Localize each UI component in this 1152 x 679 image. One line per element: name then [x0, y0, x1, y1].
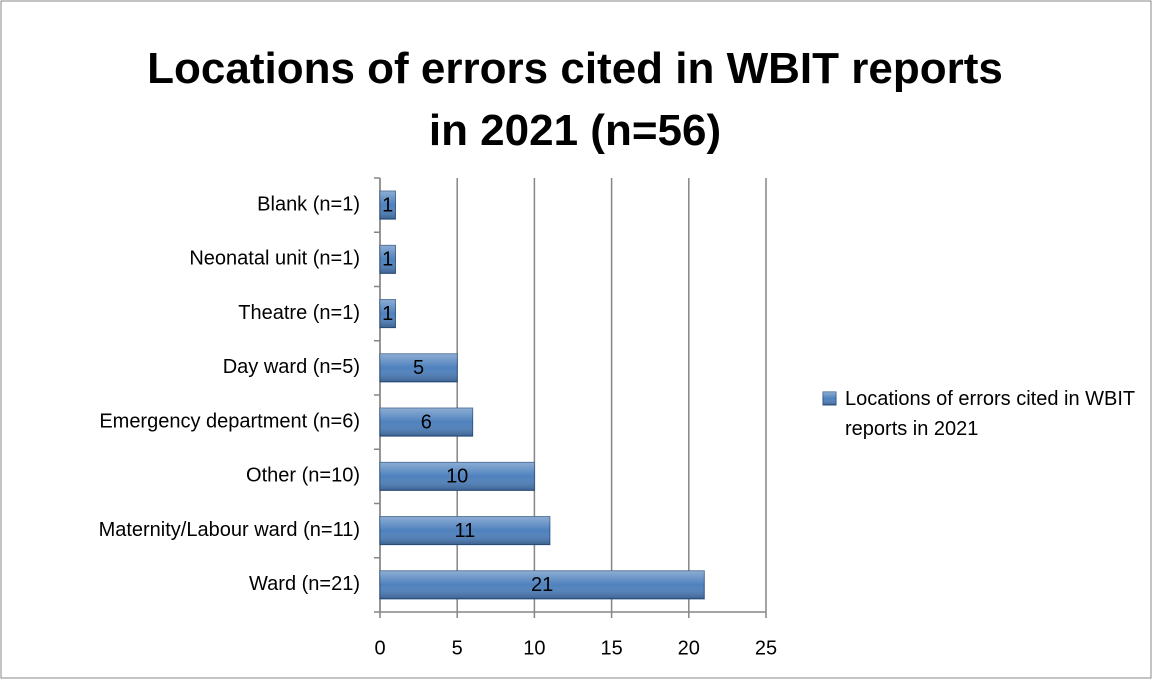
- x-tick-label: 10: [523, 637, 545, 659]
- data-label: 1: [382, 194, 393, 216]
- legend-swatch-shade: [823, 392, 836, 405]
- x-tick-label: 25: [755, 637, 777, 659]
- y-tick-label: Ward (n=21): [249, 573, 360, 595]
- y-tick-label: Emergency department (n=6): [99, 410, 360, 432]
- bar-shade: [380, 462, 535, 491]
- bar-shade: [380, 191, 396, 220]
- chart-title: Locations of errors cited in WBIT report…: [147, 44, 1003, 155]
- data-label: 21: [531, 574, 553, 596]
- legend-label: Locations of errors cited in WBIT report…: [845, 388, 1135, 440]
- bar-shade: [380, 353, 458, 382]
- bar-shade: [380, 408, 473, 437]
- bar-shade: [380, 245, 396, 274]
- x-tick-label: 20: [678, 637, 700, 659]
- bar-shade: [380, 516, 550, 545]
- data-label: 11: [455, 520, 476, 542]
- y-tick-label: Blank (n=1): [257, 193, 360, 215]
- y-tick-label: Day ward (n=5): [223, 356, 360, 378]
- y-tick-label: Theatre (n=1): [238, 302, 360, 324]
- data-label: 6: [421, 411, 432, 433]
- bar-shade: [380, 299, 396, 328]
- x-tick-label: 0: [374, 637, 385, 659]
- x-tick-label: 5: [452, 637, 463, 659]
- bar-shade: [380, 570, 705, 599]
- data-label: 5: [413, 357, 424, 379]
- y-tick-label: Other (n=10): [246, 465, 360, 487]
- y-tick-label: Maternity/Labour ward (n=11): [99, 519, 360, 541]
- y-tick-label: Neonatal unit (n=1): [189, 248, 360, 270]
- data-label: 1: [382, 303, 393, 325]
- data-label: 1: [382, 249, 393, 271]
- x-tick-label: 15: [600, 637, 622, 659]
- data-label: 10: [446, 466, 468, 488]
